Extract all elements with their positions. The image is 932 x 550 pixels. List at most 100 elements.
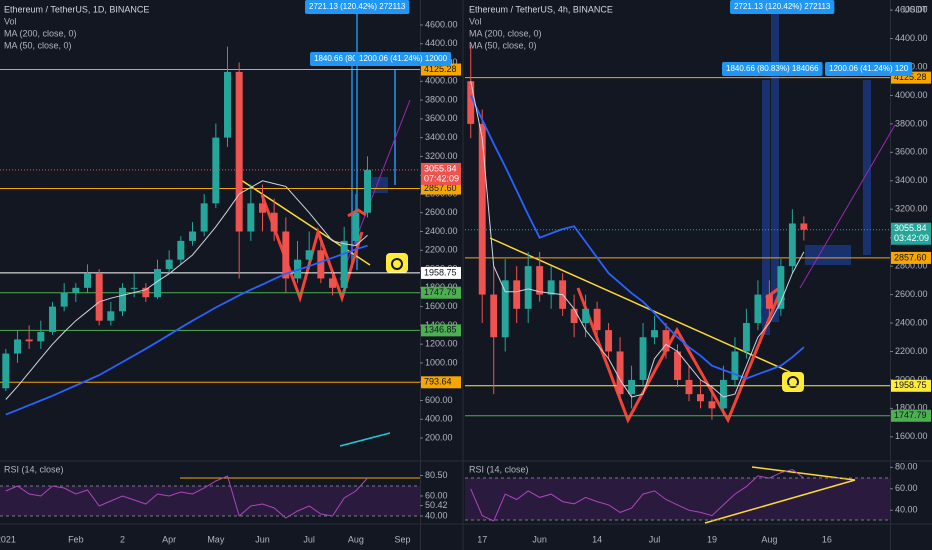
level-tag xyxy=(421,266,461,279)
level-tag xyxy=(421,182,461,195)
level-tag xyxy=(891,409,931,422)
candle-body xyxy=(788,223,796,267)
countdown: 03:42:09 xyxy=(894,233,929,243)
candle-body xyxy=(352,212,360,241)
currency: USDT xyxy=(903,4,928,14)
y-tick-label: 600.00 xyxy=(425,395,453,405)
legend-entry: MA (50, close, 0) xyxy=(4,40,72,50)
candle-body xyxy=(282,231,290,279)
y-tick-label: 3400.00 xyxy=(895,175,928,185)
x-tick-label: Feb xyxy=(68,534,84,544)
level-tag xyxy=(421,324,461,337)
measure-box xyxy=(762,80,770,335)
camera-lens xyxy=(391,258,403,270)
camera-icon xyxy=(782,372,804,392)
level-label: 4125.28 xyxy=(894,72,927,82)
rsi-trend xyxy=(704,479,856,524)
candle-body xyxy=(547,280,555,295)
volume-legend: Vol xyxy=(469,16,482,26)
candle-body xyxy=(616,351,624,395)
candle-body xyxy=(800,223,808,230)
measure-label: 1840.66 (80. xyxy=(314,54,359,63)
measure-box xyxy=(863,80,871,255)
rsi-tick-label: 60.00 xyxy=(425,490,448,500)
measure-label-bg xyxy=(722,62,823,76)
candle-body xyxy=(340,240,348,288)
ma-line xyxy=(469,95,805,380)
y-tick-label: 3400.00 xyxy=(425,132,458,142)
candle-body xyxy=(142,287,150,298)
y-tick-label: 4400.00 xyxy=(425,38,458,48)
rsi-band xyxy=(465,478,890,520)
box xyxy=(805,245,851,265)
y-tick-label: 3800.00 xyxy=(425,94,458,104)
last-price-label: 3055.84 xyxy=(894,223,927,233)
candle-body xyxy=(364,169,371,213)
y-tick-label: 1200.00 xyxy=(425,339,458,349)
ma-line xyxy=(5,180,368,400)
candle-body xyxy=(165,259,173,270)
x-tick-label: Aug xyxy=(348,534,364,544)
candle-body xyxy=(674,351,681,380)
x-tick-label: 17 xyxy=(477,534,487,544)
measure-label-bg xyxy=(310,52,363,66)
level-label: 1958.75 xyxy=(424,267,457,277)
candle-body xyxy=(270,212,278,232)
y-tick-label: 1600.00 xyxy=(425,301,458,311)
measure-label-bg xyxy=(730,0,835,14)
x-tick-label: May xyxy=(207,534,225,544)
candle-body xyxy=(639,337,647,380)
candle-body xyxy=(490,294,498,338)
trend-line xyxy=(237,177,371,266)
candle-body xyxy=(107,311,115,321)
candle-body xyxy=(754,294,762,324)
level-label: 1346.85 xyxy=(424,325,457,335)
y-tick-label: 4400.00 xyxy=(895,33,928,43)
chart-title: Ethereum / TetherUS, 1D, BINANCE xyxy=(4,4,149,14)
x-tick-label: Aug xyxy=(761,534,777,544)
measure-label: 1200.06 (41.24%) 12000 xyxy=(359,54,448,63)
rsi-tick-label: 80.00 xyxy=(895,462,918,472)
candle-body xyxy=(130,287,138,289)
level-label: 1958.75 xyxy=(894,380,927,390)
level-label: 4125.28 xyxy=(424,64,457,74)
candle-body xyxy=(200,203,208,232)
candle-body xyxy=(697,394,704,402)
level-tag xyxy=(421,376,461,389)
y-tick-label: 2600.00 xyxy=(895,289,928,299)
measure-label-bg xyxy=(355,52,452,66)
candle-body xyxy=(582,308,590,324)
rsi-title: RSI (14, close) xyxy=(469,464,529,474)
rsi-line xyxy=(470,468,805,522)
y-tick-label: 1000.00 xyxy=(425,357,458,367)
measure-label: 1840.66 (80.83%) 184066 xyxy=(726,64,819,73)
candle-body xyxy=(605,330,613,352)
x-tick-label: Apr xyxy=(162,534,176,544)
y-tick-label: 2000.00 xyxy=(895,374,928,384)
camera-lens xyxy=(787,376,799,388)
y-tick-label: 3600.00 xyxy=(425,113,458,123)
candle-body xyxy=(84,273,91,288)
y-tick-label: 2400.00 xyxy=(425,226,458,236)
last-price-tag xyxy=(421,162,461,185)
candle-body xyxy=(37,331,45,342)
level-tag xyxy=(421,63,461,76)
camera-icon xyxy=(386,253,408,273)
candle-body xyxy=(72,287,80,293)
candle-body xyxy=(720,379,727,409)
y-tick-label: 2200.00 xyxy=(895,346,928,356)
candle-body xyxy=(777,266,785,309)
chart-title: Ethereum / TetherUS, 4h, BINANCE xyxy=(469,4,613,14)
last-price-label: 3055.84 xyxy=(424,163,457,173)
rsi-title: RSI (14, close) xyxy=(4,464,64,474)
y-tick-label: 3200.00 xyxy=(895,204,928,214)
legend-entry: MA (50, close, 0) xyxy=(469,40,537,50)
level-label: 793.64 xyxy=(424,377,452,387)
x-tick-label: Jun xyxy=(255,534,270,544)
rsi-tick-label: 40.00 xyxy=(895,505,918,515)
candle-body xyxy=(212,137,220,204)
candle-body xyxy=(501,280,509,338)
y-tick-label: 2400.00 xyxy=(895,317,928,327)
measure-label-bg xyxy=(825,62,913,76)
